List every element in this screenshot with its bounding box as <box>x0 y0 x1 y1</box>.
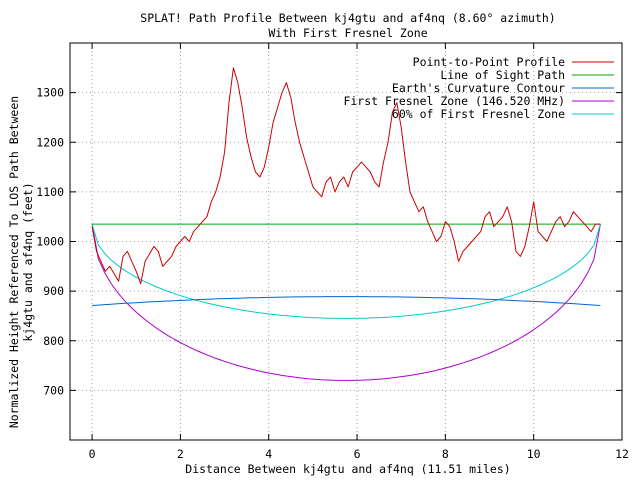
x-tick-label: 6 <box>354 447 361 461</box>
legend-label: Line of Sight Path <box>440 68 565 82</box>
y-tick-label: 1100 <box>36 185 64 199</box>
x-axis-label: Distance Between kj4gtu and af4nq (11.51… <box>185 462 510 476</box>
legend-label: 60% of First Fresnel Zone <box>392 107 565 121</box>
series-lines <box>91 67 601 381</box>
legend-label: First Fresnel Zone (146.520 MHz) <box>343 94 565 108</box>
series-line <box>92 296 601 306</box>
y-tick-label: 1000 <box>36 235 64 249</box>
y-tick-label: 1300 <box>36 86 64 100</box>
x-tick-label: 12 <box>615 447 629 461</box>
x-tick-label: 0 <box>89 447 96 461</box>
series-line <box>91 223 601 319</box>
chart-subtitle: With First Fresnel Zone <box>268 26 427 40</box>
y-axis-label-line1: Normalized Height Referenced To LOS Path… <box>7 96 21 428</box>
y-tick-label: 800 <box>43 334 64 348</box>
y-axis-label-line2: kj4gtu and af4nq (feet) <box>21 182 35 341</box>
y-tick-label: 700 <box>43 383 64 397</box>
series-line <box>91 67 601 285</box>
plot-frame <box>69 42 623 441</box>
legend-label: Point-to-Point Profile <box>413 55 565 69</box>
y-tick-label: 1200 <box>36 135 64 149</box>
y-tick-label: 900 <box>43 284 64 298</box>
x-tick-label: 10 <box>527 447 541 461</box>
grid-lines <box>70 43 622 440</box>
chart-title: SPLAT! Path Profile Between kj4gtu and a… <box>140 11 555 25</box>
x-tick-label: 8 <box>442 447 449 461</box>
x-tick-label: 2 <box>177 447 184 461</box>
series-line <box>91 224 601 381</box>
x-tick-label: 4 <box>265 447 272 461</box>
legend-label: Earth's Curvature Contour <box>392 81 565 95</box>
